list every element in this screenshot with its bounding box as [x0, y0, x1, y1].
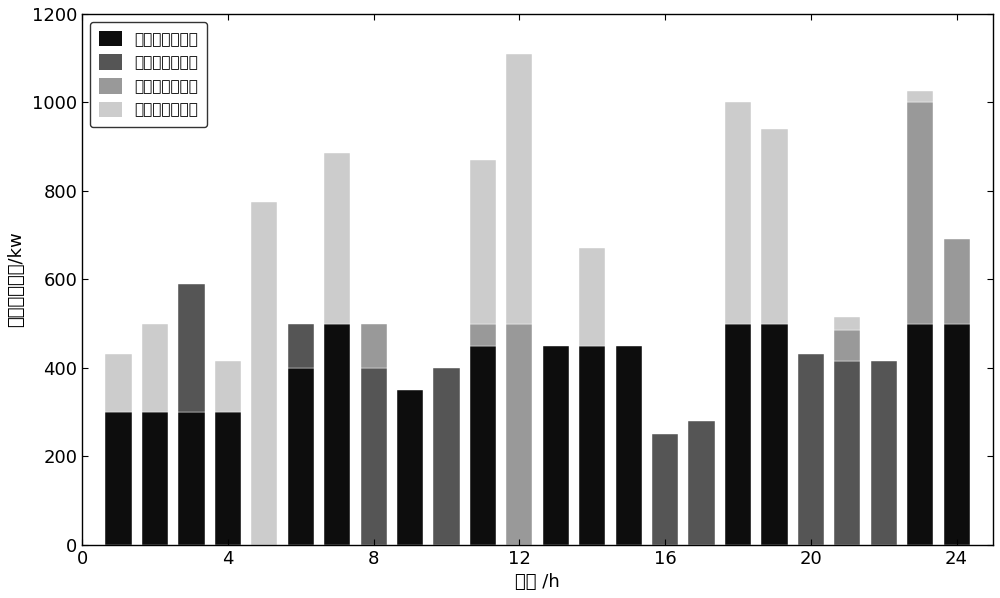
- Bar: [579, 248, 605, 346]
- Bar: [142, 324, 168, 412]
- Bar: [944, 324, 970, 545]
- Bar: [142, 412, 168, 545]
- Bar: [506, 324, 532, 545]
- Bar: [470, 346, 496, 545]
- Bar: [361, 368, 387, 545]
- Bar: [105, 412, 132, 545]
- Bar: [579, 346, 605, 545]
- Bar: [324, 324, 350, 545]
- Bar: [324, 153, 350, 324]
- Bar: [725, 324, 751, 545]
- Bar: [688, 421, 715, 545]
- Bar: [871, 361, 897, 545]
- Bar: [616, 346, 642, 545]
- Bar: [761, 324, 788, 545]
- X-axis label: 时间 /h: 时间 /h: [515, 573, 560, 591]
- Bar: [105, 355, 132, 412]
- Bar: [251, 202, 277, 545]
- Bar: [907, 91, 933, 102]
- Bar: [798, 355, 824, 545]
- Bar: [834, 330, 860, 361]
- Bar: [397, 390, 423, 545]
- Bar: [215, 361, 241, 412]
- Bar: [288, 324, 314, 368]
- Bar: [361, 324, 387, 368]
- Bar: [907, 324, 933, 545]
- Bar: [178, 412, 205, 545]
- Bar: [215, 412, 241, 545]
- Bar: [652, 434, 678, 545]
- Bar: [907, 102, 933, 324]
- Bar: [543, 346, 569, 545]
- Bar: [506, 54, 532, 324]
- Bar: [834, 361, 860, 545]
- Bar: [433, 368, 460, 545]
- Bar: [834, 317, 860, 330]
- Bar: [470, 160, 496, 324]
- Bar: [944, 239, 970, 324]
- Bar: [470, 324, 496, 346]
- Bar: [288, 368, 314, 545]
- Legend: 气惯性备用出力, 热惯性备用出力, 发电侧备用出力, 需求侧备用出力: 气惯性备用出力, 热惯性备用出力, 发电侧备用出力, 需求侧备用出力: [90, 22, 207, 127]
- Bar: [761, 129, 788, 324]
- Bar: [725, 102, 751, 324]
- Y-axis label: 备用实际出力/kw: 备用实际出力/kw: [7, 231, 25, 327]
- Bar: [178, 283, 205, 412]
